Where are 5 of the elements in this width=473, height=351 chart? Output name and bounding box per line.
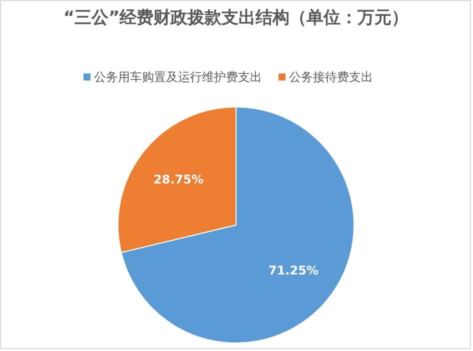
legend-label: 公务接待费支出	[289, 70, 373, 84]
legend-label: 公务用车购置及运行维护费支出	[94, 70, 262, 84]
data-label: 71.25%	[268, 263, 318, 278]
data-label: 28.75%	[154, 172, 204, 187]
chart-title: “三公”经费财政拨款支出结构（单位：万元）	[63, 8, 409, 28]
